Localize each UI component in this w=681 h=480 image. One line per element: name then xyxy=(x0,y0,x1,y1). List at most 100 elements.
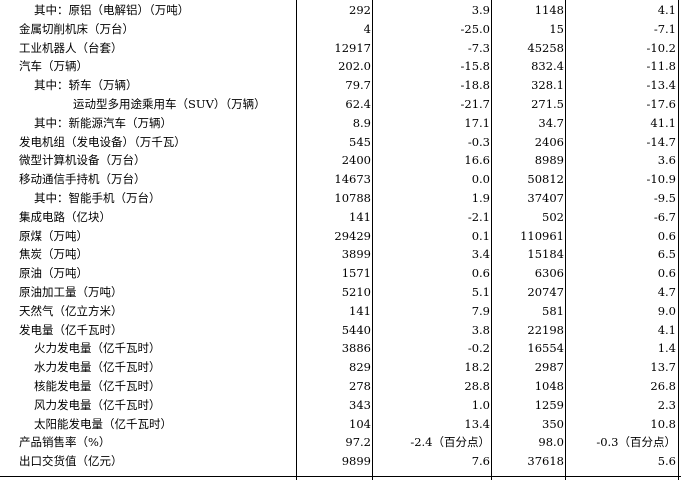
table-row: 出口交货值（亿元） 9899 7.6 37618 5.6 xyxy=(0,452,681,471)
row-value-month: 141 xyxy=(349,209,371,224)
row-growth-cumulative: 4.1 xyxy=(657,322,676,337)
column-divider xyxy=(565,0,566,480)
row-value-month: 8.9 xyxy=(352,115,371,130)
row-label: 发电量（亿千瓦时） xyxy=(19,322,123,337)
row-growth-cumulative: -10.9 xyxy=(646,172,677,187)
row-value-cumulative: 832.4 xyxy=(531,59,564,74)
row-label: 其中：新能源汽车（万辆） xyxy=(34,115,172,130)
row-value-month: 10788 xyxy=(334,191,371,205)
row-value-month: 343 xyxy=(349,397,371,412)
row-growth-month: 7.6 xyxy=(471,454,490,469)
table-row: 集成电路（亿块） 141 -2.1 502 -6.7 xyxy=(0,208,681,227)
row-value-cumulative: 502 xyxy=(542,209,564,224)
column-divider xyxy=(491,0,492,480)
row-label: 工业机器人（台套） xyxy=(19,40,123,55)
row-growth-month: 0.1 xyxy=(471,228,490,243)
row-growth-cumulative: -17.6 xyxy=(646,97,677,111)
row-growth-month: 17.1 xyxy=(464,115,490,130)
row-growth-cumulative: -10.2 xyxy=(646,40,677,55)
table-row: 太阳能发电量（亿千瓦时） 104 13.4 350 10.8 xyxy=(0,415,681,434)
row-growth-month: 28.8 xyxy=(464,379,490,393)
row-growth-month: 7.9 xyxy=(471,303,490,318)
row-value-month: 829 xyxy=(349,360,371,375)
row-label: 发电机组（发电设备）（万千瓦） xyxy=(19,134,186,149)
row-value-month: 5440 xyxy=(341,322,371,337)
table-row: 汽车（万辆） 202.0 -15.8 832.4 -11.8 xyxy=(0,57,681,76)
row-growth-month: 1.9 xyxy=(471,191,490,205)
row-value-cumulative: 110961 xyxy=(520,228,564,243)
row-value-cumulative: 581 xyxy=(542,303,564,318)
row-value-month: 79.7 xyxy=(345,78,371,93)
row-value-cumulative: 2987 xyxy=(534,360,564,375)
row-value-cumulative: 50812 xyxy=(527,172,564,187)
row-growth-month: -15.8 xyxy=(460,59,491,74)
row-growth-cumulative: 1.4 xyxy=(657,341,676,356)
row-label: 其中：智能手机（万台） xyxy=(34,191,161,205)
table-row: 原油加工量（万吨） 5210 5.1 20747 4.7 xyxy=(0,283,681,302)
table-row: 天然气（亿立方米） 141 7.9 581 9.0 xyxy=(0,302,681,321)
row-growth-month: 5.1 xyxy=(471,285,490,299)
row-growth-month: 16.6 xyxy=(464,153,490,168)
row-value-month: 4 xyxy=(363,21,371,36)
row-growth-month: 0.0 xyxy=(471,172,490,187)
row-label: 其中：原铝（电解铝）（万吨） xyxy=(34,3,190,17)
column-divider xyxy=(678,0,679,480)
row-value-month: 2400 xyxy=(341,153,371,168)
row-value-month: 292 xyxy=(349,3,371,17)
row-label: 微型计算机设备（万台） xyxy=(19,153,146,168)
row-label: 汽车（万辆） xyxy=(19,59,88,74)
row-label: 天然气（亿立方米） xyxy=(19,303,123,318)
row-value-month: 278 xyxy=(349,379,371,393)
table-row: 产品销售率（%） 97.2 -2.4（百分点） 98.0 -0.3（百分点） xyxy=(0,433,681,452)
table-row: 发电机组（发电设备）（万千瓦） 545 -0.3 2406 -14.7 xyxy=(0,133,681,152)
row-value-month: 104 xyxy=(349,416,371,431)
row-value-cumulative: 37407 xyxy=(527,191,564,205)
row-growth-cumulative: 0.6 xyxy=(657,266,676,281)
row-label: 产品销售率（%） xyxy=(19,435,111,450)
row-growth-month: -0.3 xyxy=(467,134,490,149)
row-value-month: 3899 xyxy=(341,247,371,262)
row-growth-cumulative: 26.8 xyxy=(650,379,676,393)
row-label: 原油（万吨） xyxy=(19,266,88,281)
table-row: 微型计算机设备（万台） 2400 16.6 8989 3.6 xyxy=(0,151,681,170)
table-row: 焦炭（万吨） 3899 3.4 15184 6.5 xyxy=(0,245,681,264)
row-value-cumulative: 45258 xyxy=(527,40,564,55)
table-row: 核能发电量（亿千瓦时） 278 28.8 1048 26.8 xyxy=(0,377,681,396)
table-row: 原煤（万吨） 29429 0.1 110961 0.6 xyxy=(0,227,681,246)
table-row: 发电量（亿千瓦时） 5440 3.8 22198 4.1 xyxy=(0,321,681,340)
row-growth-cumulative: -7.1 xyxy=(653,21,676,36)
row-growth-month: 13.4 xyxy=(464,416,490,431)
table-row: 其中：智能手机（万台） 10788 1.9 37407 -9.5 xyxy=(0,189,681,208)
table-row: 火力发电量（亿千瓦时） 3886 -0.2 16554 1.4 xyxy=(0,339,681,358)
row-value-month: 12917 xyxy=(334,40,371,55)
row-value-month: 3886 xyxy=(341,341,371,356)
table-row: 原油（万吨） 1571 0.6 6306 0.6 xyxy=(0,264,681,283)
row-value-cumulative: 98.0 xyxy=(538,435,564,450)
row-value-month: 97.2 xyxy=(345,435,371,450)
row-value-cumulative: 34.7 xyxy=(538,115,564,130)
table-row: 运动型多用途乘用车（SUV）（万辆） 62.4 -21.7 271.5 -17.6 xyxy=(0,95,681,114)
row-growth-month: -18.8 xyxy=(460,78,491,93)
row-growth-cumulative: -0.3（百分点） xyxy=(596,435,676,450)
row-growth-cumulative: -11.8 xyxy=(646,59,677,74)
table-row: 其中：轿车（万辆） 79.7 -18.8 328.1 -13.4 xyxy=(0,76,681,95)
row-value-cumulative: 15184 xyxy=(527,247,564,262)
row-value-month: 29429 xyxy=(334,228,371,243)
row-label: 原煤（万吨） xyxy=(19,228,88,243)
row-growth-cumulative: 9.0 xyxy=(657,303,676,318)
table-bottom-border xyxy=(0,476,681,477)
row-value-month: 9899 xyxy=(341,454,371,469)
column-divider xyxy=(372,0,373,480)
row-growth-month: 3.8 xyxy=(471,322,490,337)
row-growth-month: 3.9 xyxy=(471,3,490,17)
row-value-cumulative: 1048 xyxy=(534,379,564,393)
row-value-cumulative: 2406 xyxy=(534,134,564,149)
row-growth-cumulative: 0.6 xyxy=(657,228,676,243)
row-label: 移动通信手持机（万台） xyxy=(19,172,146,187)
row-growth-cumulative: 6.5 xyxy=(657,247,676,262)
row-value-cumulative: 37618 xyxy=(527,454,564,469)
row-label: 太阳能发电量（亿千瓦时） xyxy=(34,416,172,431)
row-growth-month: 18.2 xyxy=(464,360,490,375)
row-value-cumulative: 15 xyxy=(549,21,564,36)
